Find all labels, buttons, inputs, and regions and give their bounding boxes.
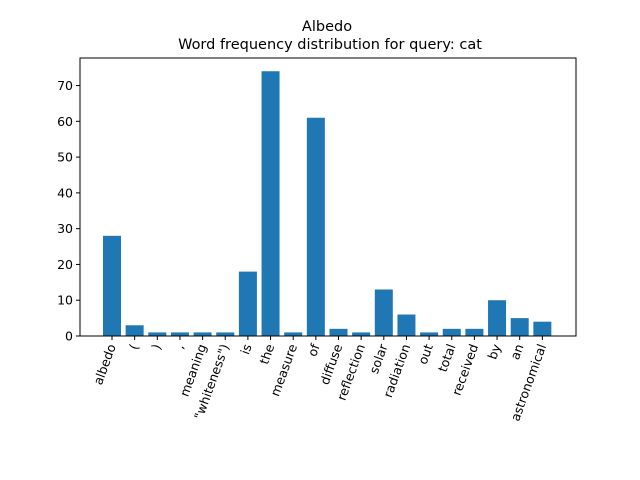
bar-1 <box>125 325 144 336</box>
bar-0 <box>103 235 121 336</box>
chart-subtitle: Word frequency distribution for query: c… <box>178 37 482 53</box>
bar-4 <box>193 332 212 336</box>
chart-title: Albedo <box>302 19 352 35</box>
bars-group <box>103 71 552 337</box>
plot-frame <box>79 57 577 337</box>
bar-8 <box>284 332 303 336</box>
bar-7 <box>261 71 280 337</box>
x-tick-label-17: by <box>485 341 505 361</box>
y-tick-label-0: 0 <box>65 329 73 344</box>
bar-17 <box>488 300 507 336</box>
x-tick-label-2: ) <box>148 342 164 352</box>
bar-18 <box>510 318 529 336</box>
x-tick-label-15: total <box>435 342 459 374</box>
bar-19 <box>533 321 552 336</box>
bar-5 <box>216 332 235 336</box>
y-tick-label-2: 20 <box>57 257 73 272</box>
y-tick-label-6: 60 <box>57 114 73 129</box>
bar-15 <box>442 328 461 336</box>
x-tick-label-12: solar <box>366 341 391 376</box>
y-tick-label-7: 70 <box>57 78 73 93</box>
x-tick-label-7: the <box>256 342 277 367</box>
x-tick-label-3: , <box>171 342 186 351</box>
y-tick-label-3: 30 <box>57 221 73 236</box>
x-tick-label-0: albedo <box>90 342 119 387</box>
y-tick-label-5: 50 <box>57 150 73 165</box>
x-tick-label-6: is <box>237 342 255 357</box>
bar-16 <box>465 328 484 336</box>
bar-3 <box>170 332 189 336</box>
x-tick-label-18: an <box>507 342 526 362</box>
bar-13 <box>397 314 416 336</box>
x-tick-label-14: out <box>415 342 436 366</box>
y-tick-label-1: 10 <box>57 293 73 308</box>
bar-12 <box>374 289 393 336</box>
bar-10 <box>329 328 348 336</box>
bar-14 <box>420 332 439 336</box>
bar-11 <box>352 332 371 336</box>
y-tick-label-4: 40 <box>57 185 73 200</box>
y-axis: 0 10 20 30 40 50 60 70 <box>57 78 80 344</box>
x-tick-label-9: of <box>304 341 322 358</box>
bar-2 <box>148 332 167 336</box>
x-axis: albedo() ,meaning"whiteness") is themeasure… <box>90 336 549 423</box>
bar-9 <box>306 117 325 336</box>
bar-6 <box>238 271 257 336</box>
x-tick-label-1: ( <box>126 342 142 352</box>
